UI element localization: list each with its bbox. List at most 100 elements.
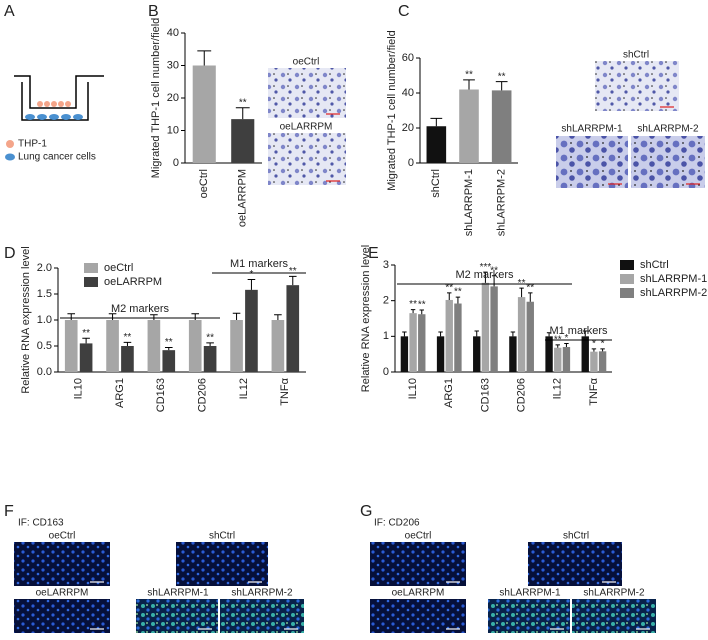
bar bbox=[545, 336, 553, 372]
y-tick-label: 0.0 bbox=[37, 366, 52, 378]
significance: ** bbox=[490, 265, 498, 276]
bar bbox=[203, 346, 217, 372]
image-caption: shLARRPM-2 bbox=[231, 588, 293, 599]
y-axis-label: Migrated THP-1 cell number/field bbox=[150, 18, 162, 179]
bar bbox=[562, 347, 571, 372]
bar bbox=[147, 320, 161, 372]
error-bar bbox=[232, 312, 241, 320]
bar bbox=[581, 336, 589, 372]
error-bar bbox=[600, 348, 605, 352]
error-bar bbox=[191, 313, 200, 320]
y-tick-label: 2.0 bbox=[37, 262, 52, 274]
bar bbox=[409, 313, 417, 372]
bar bbox=[590, 351, 598, 372]
x-tick-label: oeCtrl bbox=[198, 169, 210, 198]
micrograph bbox=[556, 136, 628, 188]
error-bar bbox=[447, 292, 452, 300]
error-bar bbox=[438, 331, 443, 337]
bar bbox=[121, 346, 134, 372]
error-bar bbox=[528, 292, 533, 302]
micrograph bbox=[14, 542, 110, 586]
error-bar bbox=[491, 275, 497, 287]
image-caption: shLARRPM-1 bbox=[499, 588, 561, 599]
annotation: M1 markers bbox=[549, 325, 608, 337]
bar bbox=[509, 336, 517, 372]
bar bbox=[64, 320, 78, 372]
significance: ** bbox=[454, 287, 462, 298]
error-bar bbox=[430, 117, 443, 127]
error-bar bbox=[564, 342, 569, 348]
bar bbox=[554, 347, 562, 372]
image-caption: shCtrl bbox=[623, 50, 649, 61]
if-title: IF: CD206 bbox=[374, 518, 420, 529]
image-caption: shLARRPM-1 bbox=[147, 588, 209, 599]
micrograph bbox=[176, 542, 268, 586]
annotation: M1 markers bbox=[230, 258, 289, 270]
significance: * bbox=[601, 338, 605, 349]
significance: * bbox=[564, 333, 568, 344]
y-tick-label: 40 bbox=[167, 27, 179, 39]
bar bbox=[490, 286, 498, 372]
legend-swatch bbox=[620, 260, 634, 270]
x-tick-label: ARG1 bbox=[114, 378, 126, 408]
error-bar bbox=[164, 347, 173, 351]
micrograph bbox=[572, 599, 656, 633]
legend-label: shLARRPM-1 bbox=[640, 273, 707, 285]
bar bbox=[162, 350, 176, 372]
error-bar bbox=[410, 309, 416, 314]
if-title: IF: CD163 bbox=[18, 518, 64, 529]
significance: ** bbox=[498, 71, 506, 82]
error-bar bbox=[455, 296, 461, 304]
micrograph bbox=[595, 61, 679, 111]
significance: ** bbox=[165, 337, 173, 348]
micrograph bbox=[488, 599, 570, 633]
error-bar bbox=[583, 330, 588, 337]
error-bar bbox=[402, 331, 407, 337]
panel-label: G bbox=[360, 503, 372, 520]
significance: ** bbox=[418, 300, 426, 311]
y-tick-label: 1.0 bbox=[37, 314, 52, 326]
error-bar bbox=[495, 81, 508, 91]
x-tick-label: CD163 bbox=[479, 378, 491, 412]
x-tick-label: CD206 bbox=[515, 378, 527, 412]
x-tick-label: IL12 bbox=[238, 378, 250, 399]
image-caption: oeCtrl bbox=[405, 531, 432, 542]
x-tick-label: TNFα bbox=[279, 377, 291, 405]
significance: * bbox=[249, 269, 253, 280]
cells bbox=[5, 101, 83, 161]
significance: ** bbox=[465, 70, 473, 81]
annotation: M2 markers bbox=[111, 303, 170, 315]
bar bbox=[231, 119, 255, 163]
bar bbox=[188, 320, 202, 372]
error-bar bbox=[67, 313, 76, 320]
bar bbox=[400, 336, 409, 372]
x-tick-label: shLARRPM-1 bbox=[463, 169, 475, 236]
significance: ** bbox=[124, 332, 132, 343]
bar bbox=[459, 89, 479, 163]
image-caption: shCtrl bbox=[209, 531, 235, 542]
bar bbox=[271, 320, 285, 372]
bar bbox=[106, 320, 119, 372]
error-bar bbox=[235, 107, 250, 120]
y-tick-label: 20 bbox=[167, 92, 179, 104]
micrograph bbox=[370, 599, 466, 633]
error-bar bbox=[197, 50, 212, 66]
error-bar bbox=[419, 309, 424, 315]
y-tick-label: 0 bbox=[173, 157, 179, 169]
significance: ** bbox=[518, 278, 526, 289]
error-bar bbox=[474, 330, 479, 337]
error-bar bbox=[288, 275, 297, 286]
significance: ** bbox=[445, 282, 453, 293]
bar bbox=[192, 65, 216, 163]
legend-label: shLARRPM-2 bbox=[640, 287, 707, 299]
x-tick-label: shLARRPM-2 bbox=[496, 169, 508, 236]
bar bbox=[454, 303, 462, 372]
x-tick-label: IL10 bbox=[73, 378, 85, 399]
significance: ** bbox=[289, 266, 297, 277]
error-bar bbox=[463, 79, 475, 90]
legend-swatch bbox=[84, 263, 98, 273]
micrograph bbox=[220, 599, 304, 633]
bar bbox=[418, 314, 426, 372]
error-bar bbox=[206, 342, 214, 346]
error-bar bbox=[150, 314, 158, 320]
